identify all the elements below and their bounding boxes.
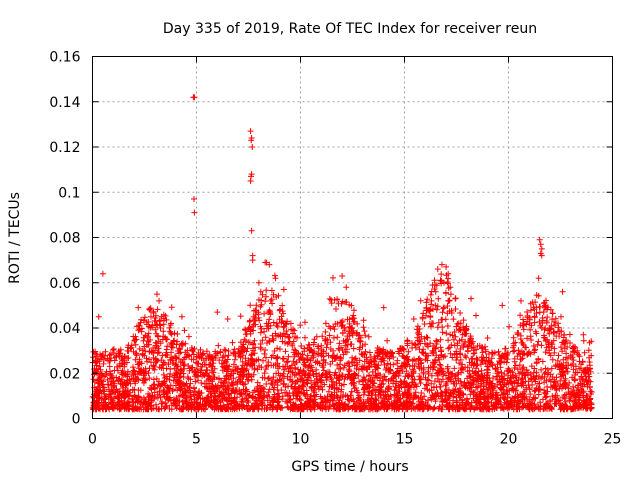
y-tick-label: 0.06 <box>49 276 80 292</box>
data-point <box>432 288 439 295</box>
data-point <box>441 279 448 286</box>
data-point <box>580 331 587 338</box>
x-tick-labels: 0 5 10 15 20 25 <box>88 432 621 448</box>
data-point <box>559 288 566 295</box>
x-axis-label: GPS time / hours <box>291 459 408 475</box>
data-point <box>247 128 254 135</box>
y-tick-label: 0.14 <box>49 95 80 111</box>
data-point <box>438 261 445 268</box>
data-point <box>468 295 475 302</box>
data-point <box>191 94 198 101</box>
data-point <box>328 300 335 307</box>
data-point <box>343 284 350 291</box>
data-point <box>517 297 524 304</box>
data-point <box>247 177 254 184</box>
data-point <box>266 261 273 268</box>
y-tick-label: 0 <box>72 412 81 428</box>
x-tick-label: 20 <box>500 432 518 448</box>
y-tick-label: 0.1 <box>58 185 80 201</box>
data-point <box>443 263 450 270</box>
data-point <box>499 302 506 309</box>
chart-title: Day 335 of 2019, Rate Of TEC Index for r… <box>163 21 537 37</box>
data-point <box>95 313 102 320</box>
data-point <box>535 275 542 282</box>
data-point <box>248 137 255 144</box>
data-point <box>214 309 221 316</box>
data-point <box>339 272 346 279</box>
data-point <box>272 275 279 282</box>
x-tick-label: 15 <box>396 432 414 448</box>
data-point <box>280 286 287 293</box>
data-point <box>538 245 545 252</box>
data-point <box>536 236 543 243</box>
data-point <box>262 259 269 266</box>
data-point <box>156 297 163 304</box>
data-point <box>135 304 142 311</box>
data-point <box>380 304 387 311</box>
data-point <box>255 279 262 286</box>
y-tick-label: 0.12 <box>49 140 80 156</box>
y-tick-label: 0.04 <box>49 321 80 337</box>
y-tick-label: 0.16 <box>49 50 80 66</box>
y-tick-labels: 0 0.02 0.04 0.06 0.08 0.1 0.12 0.14 0.16 <box>49 50 80 428</box>
y-axis-label: ROTI / TECUs <box>7 192 23 284</box>
dense-point-band <box>89 259 595 413</box>
data-point <box>249 257 256 264</box>
data-point <box>178 313 185 320</box>
data-point <box>428 297 435 304</box>
x-tick-label: 0 <box>88 432 97 448</box>
data-point <box>153 291 160 298</box>
x-tick-label: 10 <box>292 432 310 448</box>
data-point <box>434 266 441 273</box>
data-point <box>537 241 544 248</box>
data-point <box>249 144 256 150</box>
x-tick-label: 25 <box>604 432 622 448</box>
data-point <box>538 252 545 259</box>
y-tick-label: 0.02 <box>49 366 80 382</box>
y-tick-label: 0.08 <box>49 231 80 247</box>
data-points <box>89 94 595 413</box>
data-point <box>191 196 198 203</box>
data-point <box>191 209 198 216</box>
data-point <box>99 270 106 277</box>
x-tick-label: 5 <box>192 432 201 448</box>
ticks <box>92 56 613 419</box>
data-point <box>248 227 255 234</box>
data-point <box>445 270 452 277</box>
data-point <box>447 284 454 291</box>
data-point <box>224 315 231 322</box>
